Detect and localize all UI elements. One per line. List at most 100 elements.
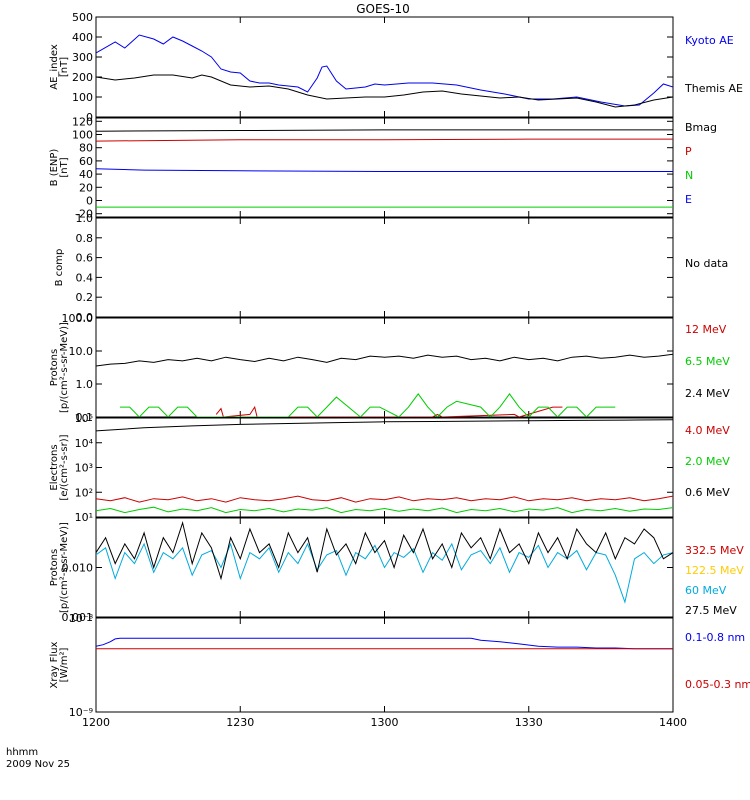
x-tick-label: 1230	[226, 716, 254, 729]
legend-kyoto-ae: Kyoto AE	[685, 34, 734, 47]
y-tick-label: 0.001	[62, 611, 94, 624]
series-line-6-5-mev	[120, 393, 616, 417]
y-tick-label: 300	[72, 51, 93, 64]
panel-frame	[95, 217, 674, 318]
x-tick-label: 1300	[371, 716, 399, 729]
y-tick-label: 60	[79, 155, 93, 168]
legend-12-mev: 12 MeV	[685, 323, 727, 336]
series-line-0-1-0-8-nm	[96, 637, 673, 650]
legend-6-5-mev: 6.5 MeV	[685, 355, 730, 368]
panel-frame	[95, 617, 674, 713]
y-tick-label: 100	[72, 129, 93, 142]
panel-frame	[95, 317, 674, 418]
y-tick-label: 1.0	[76, 212, 94, 225]
y-tick-label: 500	[72, 11, 93, 24]
y-tick-label: 0.1	[76, 411, 94, 424]
legend-122-5-mev: 122.5 MeV	[685, 564, 744, 577]
series-line-4-0-mev	[96, 495, 673, 503]
series-line-60-mev	[96, 542, 673, 604]
series-line-kyoto-ae	[96, 34, 673, 107]
series-line-2-0-mev	[96, 506, 673, 514]
series-line-2-4-mev	[96, 353, 673, 367]
y-tick-label: 400	[72, 31, 93, 44]
series-line-0-6-mev	[96, 419, 673, 432]
series-line-27-5-mev	[96, 520, 673, 581]
y-tick-label: 0.0	[76, 311, 94, 324]
y-tick-label: 0.6	[76, 252, 94, 265]
y-tick-label: 80	[79, 142, 93, 155]
panel-frame	[95, 117, 674, 218]
legend-2-0-mev: 2.0 MeV	[685, 455, 730, 468]
series-line-themis-ae	[96, 74, 673, 108]
y-axis-label: AE_index	[49, 44, 60, 90]
series-line-bmag	[96, 129, 673, 132]
y-tick-label: 0	[86, 111, 93, 124]
y-tick-label: 10⁵	[75, 412, 93, 425]
x-axis: 1200 1230 1300 1330 1400	[82, 716, 687, 729]
series-line-e	[96, 168, 673, 172]
y-tick-label: 20	[79, 181, 93, 194]
y-axis-label: B comp	[54, 249, 65, 287]
y-axis-label: [nT]	[59, 57, 70, 77]
y-tick-label: 0.8	[76, 232, 94, 245]
y-tick-label: 0.010	[62, 562, 94, 575]
y-tick-label: -20	[75, 208, 93, 221]
y-axis-label: [p/(cm²-s-sr-MeV)]	[59, 322, 70, 413]
panel-1: 0 100 200 300 400 500 AE_index [nT] Kyoto AE Them…	[49, 11, 743, 124]
time-label: hhmm	[6, 747, 38, 758]
y-axis-label: Protons	[49, 549, 60, 586]
y-axis-label: [W/m²]	[59, 647, 70, 682]
x-tick-label: 1330	[515, 716, 543, 729]
date-label: 2009 Nov 25	[6, 759, 70, 770]
y-axis-label: [e/(cm²-s-sr)]	[59, 434, 70, 500]
y-axis-label: [nT]	[59, 157, 70, 177]
y-tick-label: 100.0	[62, 312, 94, 325]
y-tick-label: 10⁴	[75, 437, 94, 450]
y-tick-label: 10¹	[75, 511, 93, 524]
legend-332-5-mev: 332.5 MeV	[685, 544, 744, 557]
legend-2-4-mev: 2.4 MeV	[685, 387, 730, 400]
y-tick-label: 10²	[75, 486, 93, 499]
legend-0-05-0-3-nm: 0.05-0.3 nm	[685, 678, 750, 691]
y-tick-label: 0.2	[76, 291, 94, 304]
y-tick-label: 0	[86, 195, 93, 208]
panel-7: 10⁻⁹ 10⁻⁸ Xray Flux [W/m²] 0.1-0.8 nm 0.05-0.…	[49, 612, 750, 719]
panel-5: 10¹ 10² 10³ 10⁴ 10⁵ Electrons [e/(cm²-s-sr)] 4.…	[49, 412, 730, 524]
panel-frame	[95, 16, 674, 118]
panel-frame	[95, 417, 674, 518]
x-tick-label: 1400	[659, 716, 687, 729]
y-axis-label: Xray Flux	[49, 641, 60, 688]
y-axis-label: Electrons	[49, 444, 60, 490]
y-tick-label: 1.0	[76, 378, 94, 391]
y-tick-label: 40	[79, 168, 93, 181]
y-axis-label: B (ENP)	[49, 149, 60, 187]
chart-title: GOES-10	[356, 2, 410, 16]
legend-e: E	[685, 193, 692, 206]
panel-3: 0.0 0.2 0.4 0.6 0.8 1.0 B comp No data	[54, 212, 728, 324]
y-tick-label: 10⁻⁹	[69, 706, 93, 719]
x-tick-label: 1200	[82, 716, 110, 729]
y-tick-label: 200	[72, 71, 93, 84]
legend-27-5-mev: 27.5 MeV	[685, 604, 737, 617]
legend-themis-ae: Themis AE	[684, 82, 743, 95]
series-line-p	[96, 138, 673, 142]
y-tick-label: 10⁻⁸	[69, 612, 94, 625]
legend-60-mev: 60 MeV	[685, 584, 727, 597]
y-axis-label: Protons	[49, 349, 60, 386]
panel-4: 0.1 1.0 10.0 100.0 Protons [p/(cm²-s-sr-MeV)]…	[49, 312, 730, 424]
legend-bmag: Bmag	[685, 121, 717, 134]
y-tick-label: 100	[72, 91, 93, 104]
y-tick-label: 120	[72, 115, 93, 128]
no-data-note: No data	[685, 257, 728, 270]
y-tick-label: 0.4	[76, 271, 94, 284]
y-tick-label: 10.0	[69, 345, 94, 358]
legend-n: N	[685, 169, 693, 182]
y-tick-label: 10³	[75, 462, 93, 475]
legend-4-0-mev: 4.0 MeV	[685, 424, 730, 437]
y-axis-label: [p/(cm²-s-sr-MeV)]	[59, 522, 70, 613]
legend-0-6-mev: 0.6 MeV	[685, 486, 730, 499]
